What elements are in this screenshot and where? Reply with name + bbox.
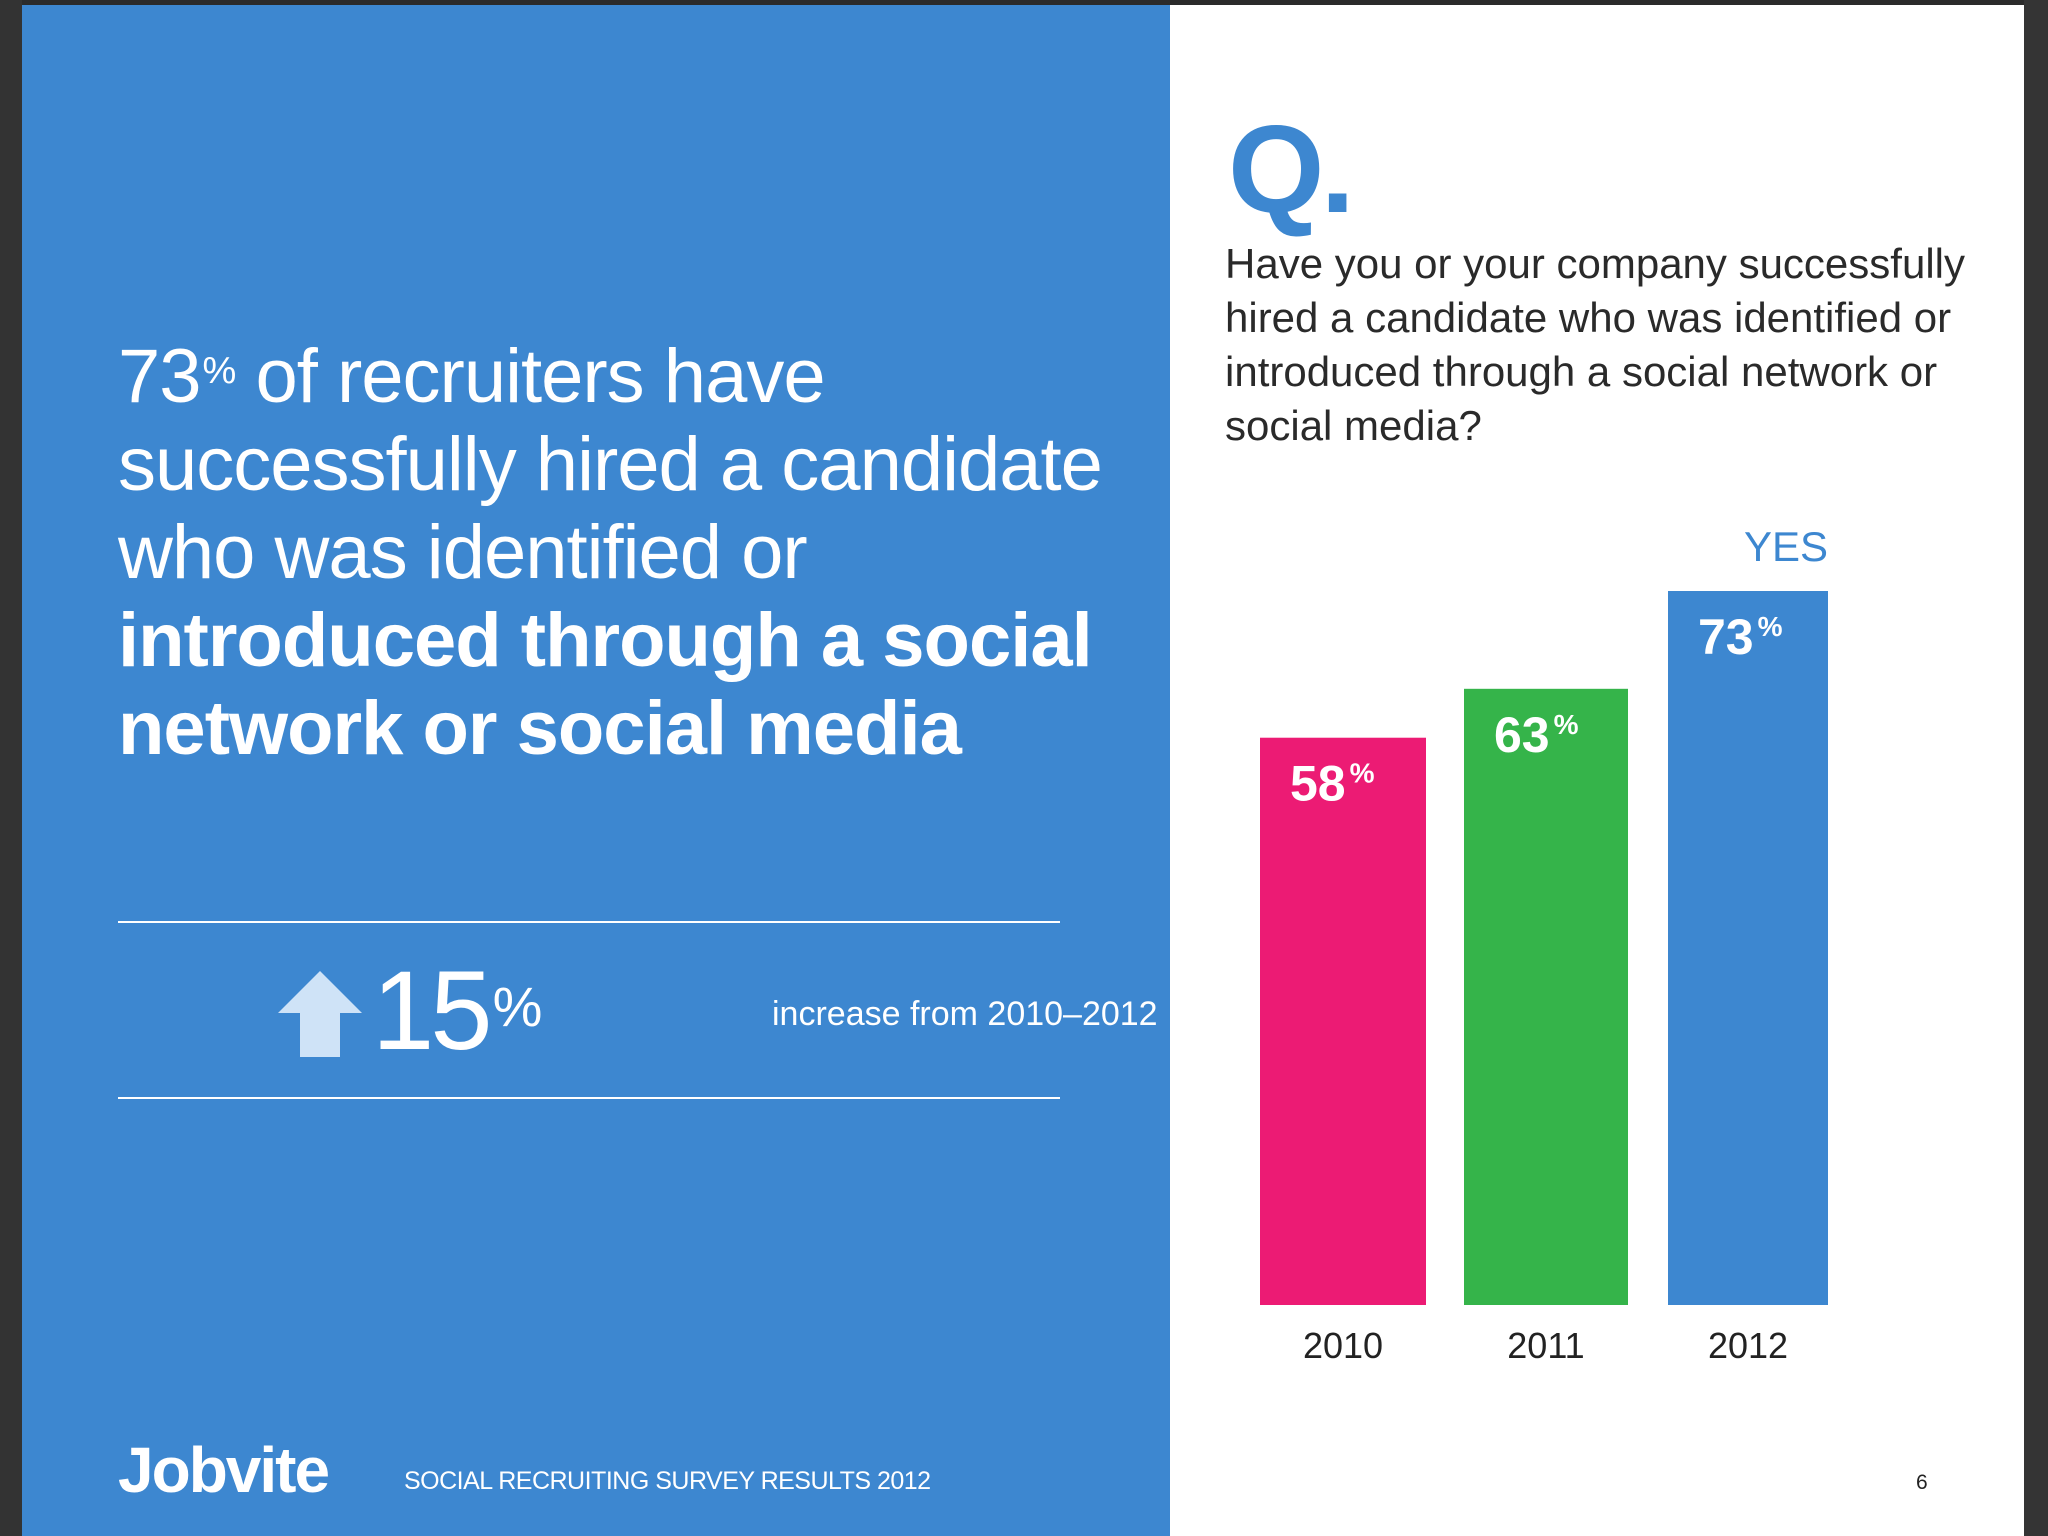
bar-value-label-2010: 58% xyxy=(1290,756,1375,812)
question-text: Have you or your company successfully hi… xyxy=(1225,240,1965,449)
headline-bold-text: introduced through a social network or s… xyxy=(118,598,1093,771)
bar-2010 xyxy=(1260,737,1426,1305)
x-tick-label-2012: 2012 xyxy=(1708,1325,1788,1366)
headline-text: of recruiters have successfully hired a … xyxy=(118,334,1103,595)
divider-top xyxy=(118,921,1060,923)
increase-number: 15 xyxy=(372,948,493,1073)
bar-value-label-2012: 73% xyxy=(1698,609,1783,665)
window-frame-top xyxy=(0,0,2048,5)
bar-2012 xyxy=(1668,591,1828,1305)
x-tick-label-2010: 2010 xyxy=(1303,1325,1383,1366)
bar-chart: YES 58 % 2010 63 % 2011 73 % 2012 xyxy=(1260,523,1828,1366)
question-mark-heading: Q. xyxy=(1228,101,1355,239)
survey-title: SOCIAL RECRUITING SURVEY RESULTS 2012 xyxy=(404,1467,931,1495)
divider-bottom xyxy=(118,1097,1060,1099)
legend-label: YES xyxy=(1744,523,1828,570)
bar-value-label-2011: 63% xyxy=(1494,707,1579,763)
up-arrow-icon xyxy=(278,971,362,1057)
question-panel: Q. Have you or your company successfully… xyxy=(1170,5,2024,1536)
increase-value: 15% xyxy=(372,951,542,1071)
increase-unit: % xyxy=(492,975,543,1038)
increase-label: increase from 2010–2012 xyxy=(772,995,1158,1033)
headline-stat-unit: % xyxy=(202,350,237,392)
window-frame-right xyxy=(2024,0,2048,1536)
summary-panel: 73% of recruiters have successfully hire… xyxy=(22,5,1170,1536)
headline: 73% of recruiters have successfully hire… xyxy=(118,333,1118,773)
jobvite-logo: Jobvite xyxy=(118,1434,330,1506)
bar-2011 xyxy=(1464,688,1628,1305)
window-frame-left xyxy=(0,0,22,1536)
x-tick-label-2011: 2011 xyxy=(1507,1325,1584,1366)
headline-stat: 73 xyxy=(118,334,202,419)
page-number: 6 xyxy=(1916,1471,1928,1494)
